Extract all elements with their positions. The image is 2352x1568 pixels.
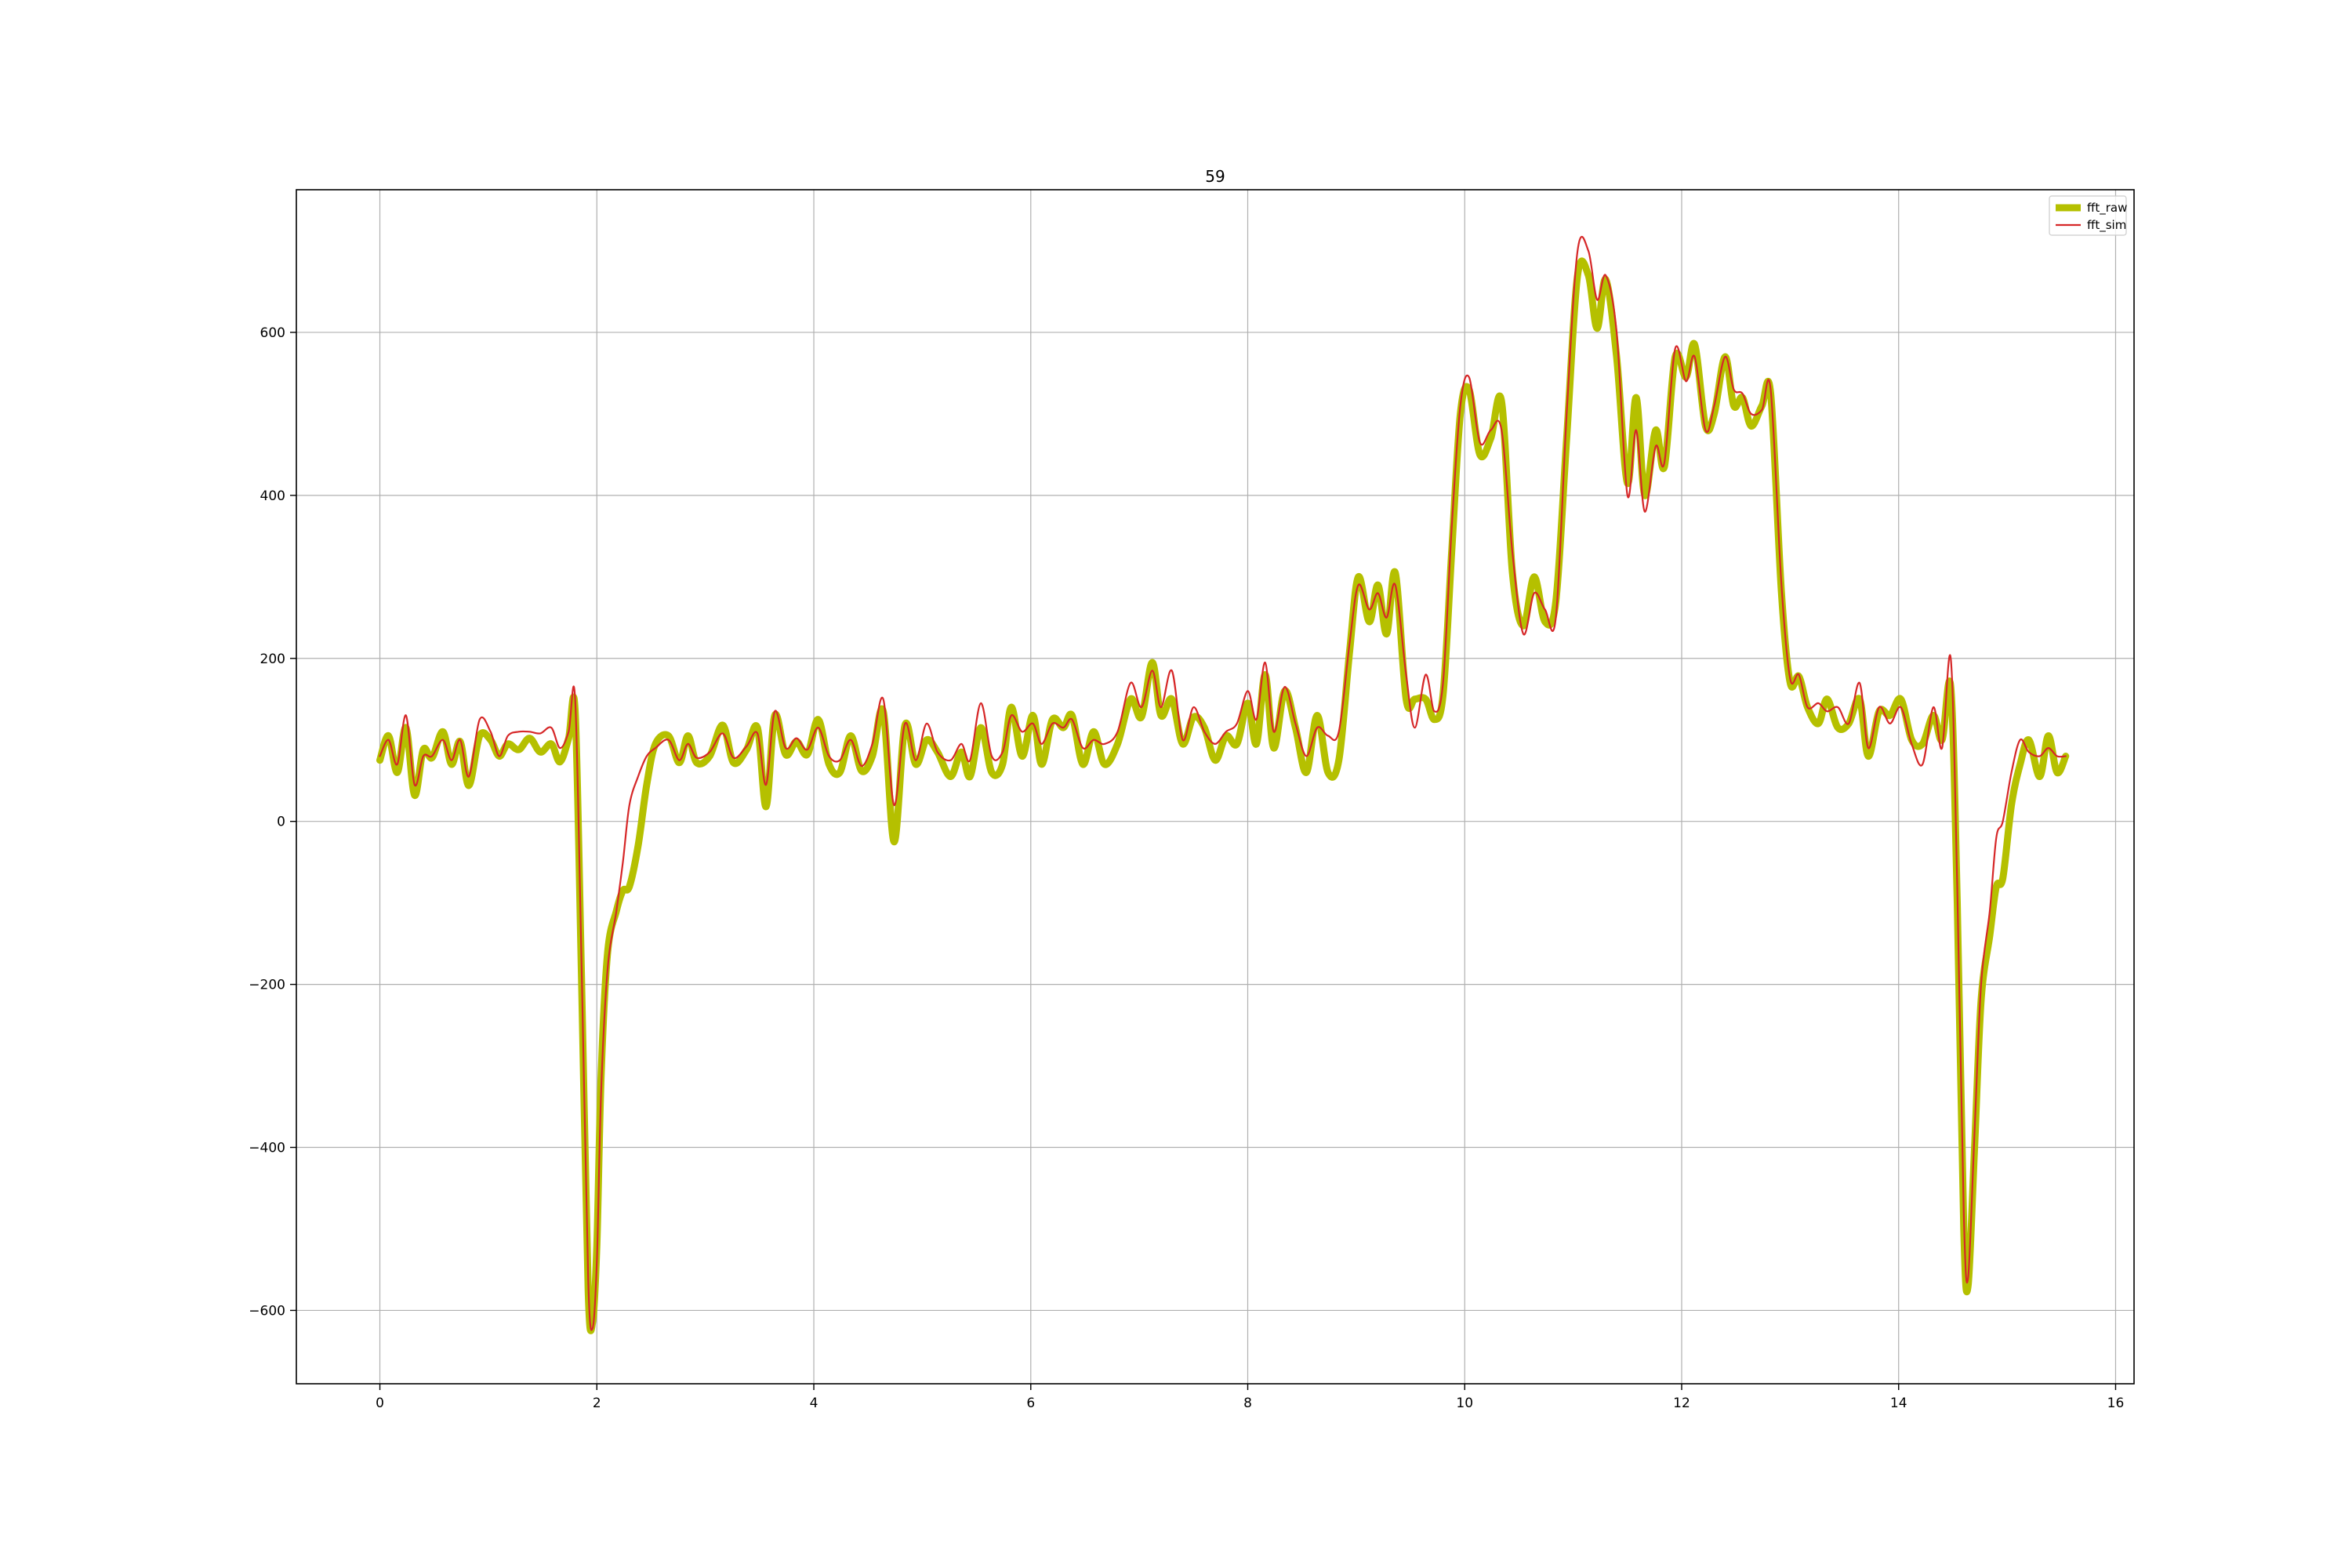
y-tick-label: −600: [249, 1303, 285, 1319]
y-tick-label: 0: [277, 815, 285, 830]
x-tick-label: 0: [376, 1396, 384, 1411]
x-tick-label: 14: [1890, 1396, 1907, 1411]
chart-title: 59: [1205, 167, 1225, 186]
legend-label-fft-raw: fft_raw: [2087, 201, 2127, 216]
y-tick-label: −400: [249, 1141, 285, 1156]
x-tick-label: 2: [593, 1396, 601, 1411]
x-tick-label: 16: [2107, 1396, 2125, 1411]
legend-label-fft-sim: fft_sim: [2087, 218, 2126, 233]
x-tick-label: 8: [1243, 1396, 1252, 1411]
x-tick-label: 12: [1673, 1396, 1690, 1411]
x-tick-label: 10: [1456, 1396, 1473, 1411]
y-tick-label: 600: [260, 325, 285, 341]
series-line-fft-sim: [379, 236, 2067, 1331]
axis-ticks: 0 2 4 6 8 10 12 14 16 −600 −400 −200 0 200 400 600: [249, 325, 2124, 1411]
plot-frame: [296, 189, 2135, 1385]
series-lines: [376, 236, 2070, 1334]
x-tick-label: 6: [1026, 1396, 1035, 1411]
y-tick-label: 200: [260, 652, 285, 667]
x-tick-label: 4: [810, 1396, 818, 1411]
y-tick-label: 400: [260, 488, 285, 504]
y-tick-label: −200: [249, 978, 285, 993]
legend: fft_raw fft_sim: [2049, 195, 2127, 236]
